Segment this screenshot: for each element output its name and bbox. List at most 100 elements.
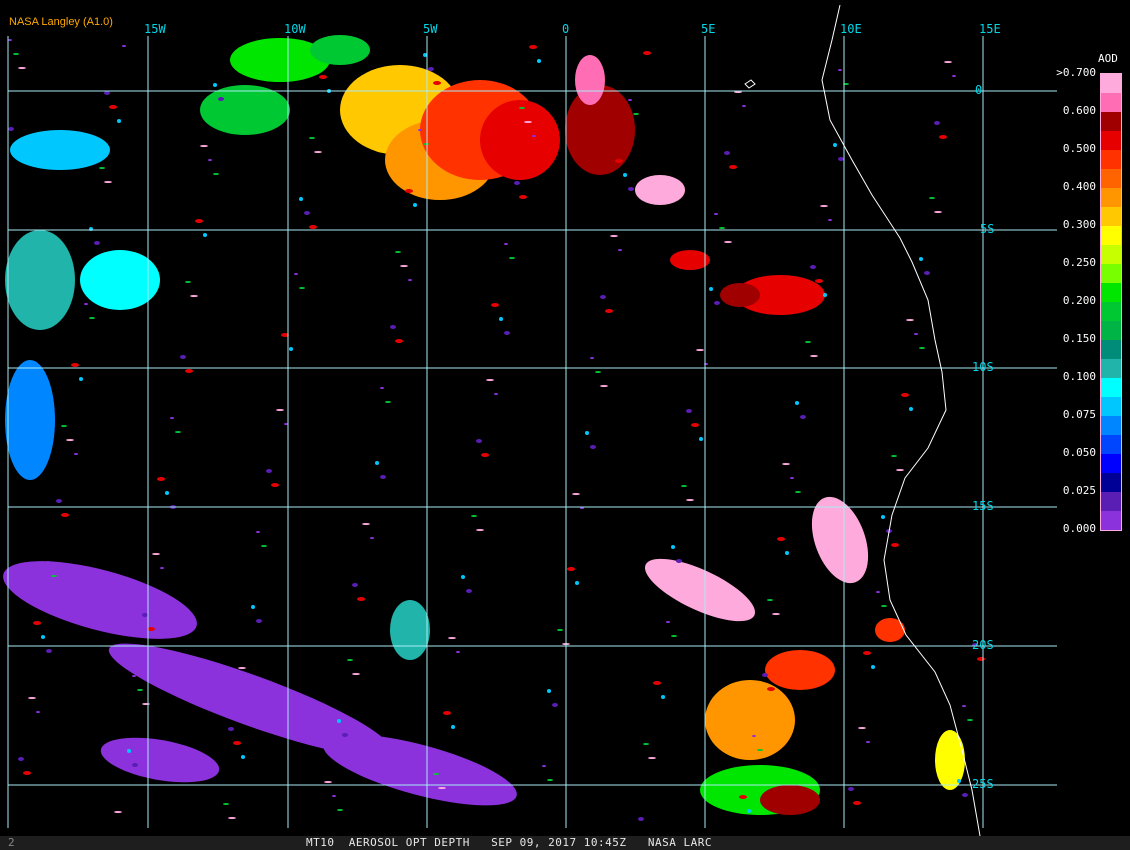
aerosol-patch bbox=[686, 409, 692, 413]
aerosol-patch bbox=[696, 349, 704, 351]
aerosol-patch bbox=[218, 97, 224, 101]
aerosol-patch bbox=[256, 619, 262, 623]
aerosol-patch bbox=[74, 453, 78, 455]
aerosol-patch bbox=[643, 743, 649, 745]
aerosol-patch bbox=[165, 491, 169, 495]
legend-color-band bbox=[1101, 511, 1121, 530]
legend-label: 0.400 bbox=[1062, 180, 1096, 193]
aerosol-patch bbox=[337, 719, 341, 723]
coastline bbox=[821, 4, 981, 836]
aerosol-patch bbox=[347, 659, 353, 661]
aerosol-patch bbox=[795, 401, 799, 405]
aerosol-patch bbox=[815, 279, 823, 283]
aerosol-patch bbox=[876, 591, 880, 593]
aerosol-patch bbox=[238, 667, 246, 669]
longitude-label: 5E bbox=[701, 22, 716, 36]
aerosol-patch bbox=[18, 67, 26, 69]
aerosol-patch bbox=[767, 599, 773, 601]
aerosol-patch bbox=[719, 227, 725, 229]
aerosol-patch bbox=[80, 250, 160, 310]
longitude-label: 15W bbox=[144, 22, 166, 36]
aerosol-patch bbox=[486, 379, 494, 381]
aerosol-patch bbox=[175, 431, 181, 433]
aerosol-patch bbox=[810, 265, 816, 269]
aerosol-patch bbox=[261, 545, 267, 547]
longitude-label: 15E bbox=[979, 22, 1001, 36]
aerosol-patch bbox=[557, 629, 563, 631]
legend-label: 0.600 bbox=[1062, 104, 1096, 117]
aerosol-patch bbox=[213, 83, 217, 87]
aerosol-patch bbox=[575, 55, 605, 105]
aerosol-patch bbox=[170, 417, 174, 419]
aerosol-patch bbox=[289, 347, 293, 351]
legend-color-band bbox=[1101, 207, 1121, 226]
aerosol-patch bbox=[863, 651, 871, 655]
aerosol-patch bbox=[433, 773, 439, 775]
aerosol-patch bbox=[705, 680, 795, 760]
aerosol-patch bbox=[142, 613, 148, 617]
aerosol-patch bbox=[284, 423, 288, 425]
aerosol-patch bbox=[519, 195, 527, 199]
aerosol-patch bbox=[122, 45, 126, 47]
aerosol-patch bbox=[499, 317, 503, 321]
aerosol-patch bbox=[137, 689, 143, 691]
aerosol-patch bbox=[61, 425, 67, 427]
legend-color-band bbox=[1101, 112, 1121, 131]
aerosol-patch bbox=[600, 295, 606, 299]
aerosol-patch bbox=[572, 493, 580, 495]
aerosol-patch bbox=[142, 703, 150, 705]
aerosol-patch bbox=[661, 695, 665, 699]
aerosol-patch bbox=[180, 355, 186, 359]
aerosol-patch bbox=[309, 225, 317, 229]
aerosol-patch bbox=[610, 235, 618, 237]
aerosol-patch bbox=[957, 779, 961, 783]
aerosol-patch bbox=[451, 725, 455, 729]
aerosol-patch bbox=[853, 801, 861, 805]
aerosol-patch bbox=[742, 105, 746, 107]
aerosol-patch bbox=[934, 211, 942, 213]
aerosol-patch bbox=[332, 795, 336, 797]
aerosol-patch bbox=[881, 605, 887, 607]
aerosol-patch bbox=[46, 649, 52, 653]
aerosol-patch bbox=[246, 681, 250, 683]
aerosol-patch bbox=[36, 711, 40, 713]
aerosol-patch bbox=[944, 61, 952, 63]
aerosol-patch bbox=[848, 787, 854, 791]
aerosol-patch bbox=[724, 151, 730, 155]
aerosol-patch bbox=[413, 203, 417, 207]
aerosol-patch bbox=[643, 51, 651, 55]
aerosol-patch bbox=[385, 401, 391, 403]
legend-title: AOD bbox=[1098, 52, 1118, 65]
aerosol-patch bbox=[914, 333, 918, 335]
aerosol-patch bbox=[28, 697, 36, 699]
legend-color-band bbox=[1101, 74, 1121, 93]
legend-color-band bbox=[1101, 378, 1121, 397]
legend-label: 0.150 bbox=[1062, 332, 1096, 345]
aerosol-patch bbox=[362, 523, 370, 525]
aerosol-patch bbox=[230, 38, 330, 82]
legend-label: 0.025 bbox=[1062, 484, 1096, 497]
aerosol-patch bbox=[160, 567, 164, 569]
legend-color-band bbox=[1101, 226, 1121, 245]
aerosol-data-layer bbox=[3, 35, 985, 821]
aerosol-patch bbox=[709, 287, 713, 291]
aerosol-patch bbox=[509, 257, 515, 259]
aerosol-patch bbox=[628, 99, 632, 101]
aerosol-patch bbox=[565, 85, 635, 175]
legend-label: 0.100 bbox=[1062, 370, 1096, 383]
aerosol-patch bbox=[752, 735, 756, 737]
aerosol-patch bbox=[699, 437, 703, 441]
legend-label: 0.000 bbox=[1062, 522, 1096, 535]
legend-label: 0.200 bbox=[1062, 294, 1096, 307]
aerosol-patch bbox=[600, 385, 608, 387]
legend-color-band bbox=[1101, 302, 1121, 321]
aerosol-patch bbox=[823, 293, 827, 297]
aerosol-patch bbox=[203, 233, 207, 237]
aerosol-patch bbox=[919, 257, 923, 261]
legend-color-band bbox=[1101, 359, 1121, 378]
aerosol-patch bbox=[891, 455, 897, 457]
aerosol-patch bbox=[13, 53, 19, 55]
aerosol-patch bbox=[304, 211, 310, 215]
aerosol-patch bbox=[18, 757, 24, 761]
aerosol-patch bbox=[337, 809, 343, 811]
